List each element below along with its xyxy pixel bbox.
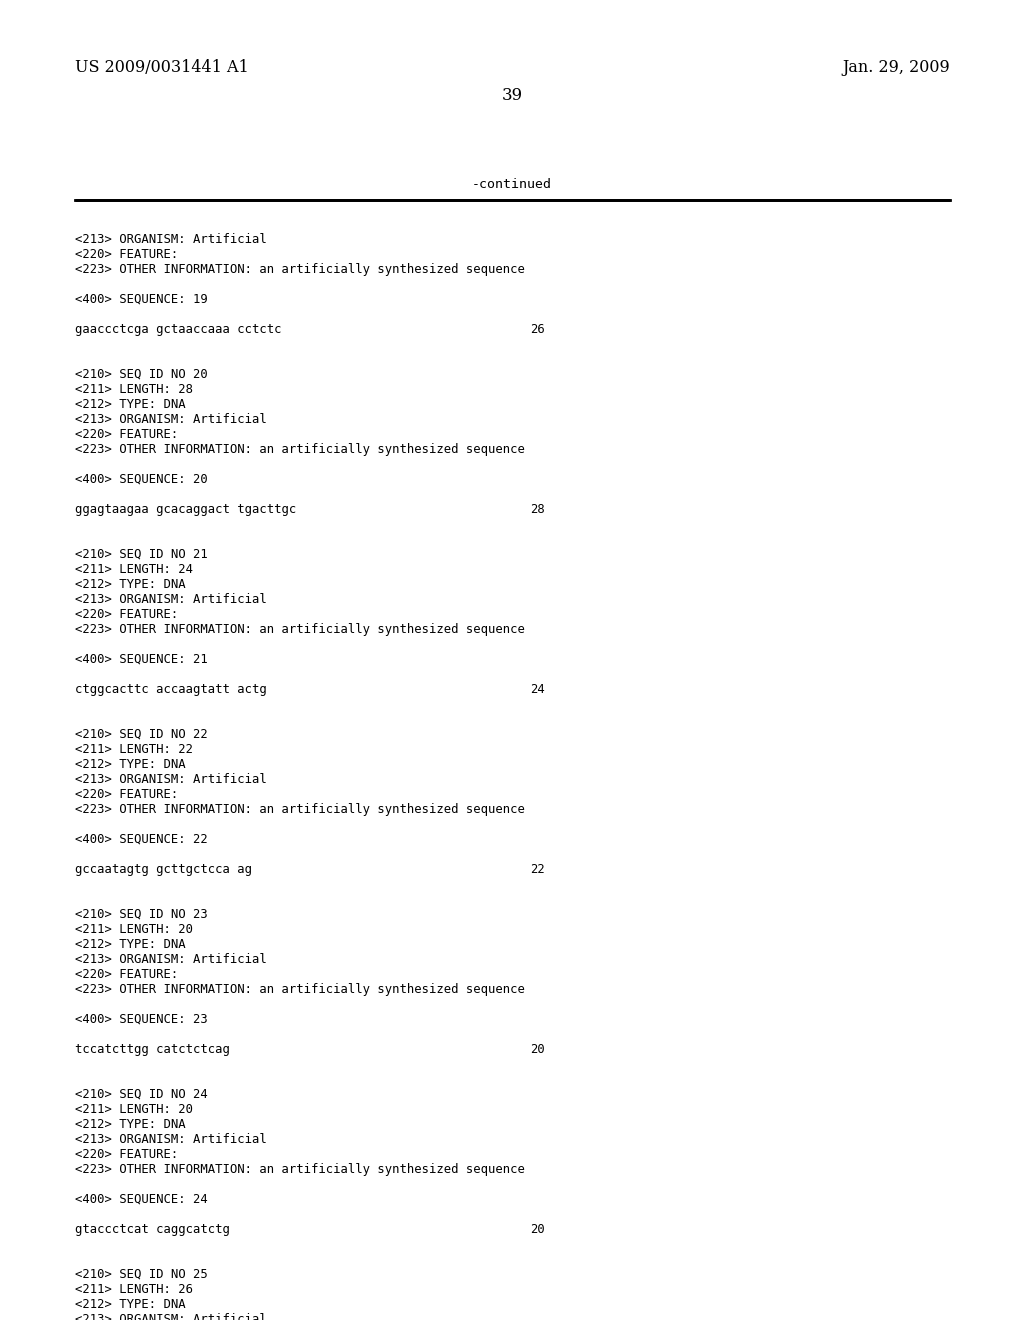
Text: gccaatagtg gcttgctcca ag: gccaatagtg gcttgctcca ag (75, 863, 252, 876)
Text: gtaccctcat caggcatctg: gtaccctcat caggcatctg (75, 1224, 229, 1236)
Text: <223> OTHER INFORMATION: an artificially synthesized sequence: <223> OTHER INFORMATION: an artificially… (75, 983, 525, 997)
Text: <213> ORGANISM: Artificial: <213> ORGANISM: Artificial (75, 234, 266, 246)
Text: 20: 20 (530, 1224, 545, 1236)
Text: <210> SEQ ID NO 23: <210> SEQ ID NO 23 (75, 908, 208, 921)
Text: <211> LENGTH: 20: <211> LENGTH: 20 (75, 1104, 193, 1115)
Text: <400> SEQUENCE: 22: <400> SEQUENCE: 22 (75, 833, 208, 846)
Text: <220> FEATURE:: <220> FEATURE: (75, 609, 178, 620)
Text: <400> SEQUENCE: 24: <400> SEQUENCE: 24 (75, 1193, 208, 1206)
Text: <213> ORGANISM: Artificial: <213> ORGANISM: Artificial (75, 1313, 266, 1320)
Text: <211> LENGTH: 22: <211> LENGTH: 22 (75, 743, 193, 756)
Text: 28: 28 (530, 503, 545, 516)
Text: <220> FEATURE:: <220> FEATURE: (75, 428, 178, 441)
Text: <211> LENGTH: 24: <211> LENGTH: 24 (75, 564, 193, 576)
Text: <213> ORGANISM: Artificial: <213> ORGANISM: Artificial (75, 953, 266, 966)
Text: <212> TYPE: DNA: <212> TYPE: DNA (75, 578, 185, 591)
Text: <220> FEATURE:: <220> FEATURE: (75, 248, 178, 261)
Text: <400> SEQUENCE: 20: <400> SEQUENCE: 20 (75, 473, 208, 486)
Text: <210> SEQ ID NO 21: <210> SEQ ID NO 21 (75, 548, 208, 561)
Text: US 2009/0031441 A1: US 2009/0031441 A1 (75, 59, 249, 77)
Text: <211> LENGTH: 20: <211> LENGTH: 20 (75, 923, 193, 936)
Text: <220> FEATURE:: <220> FEATURE: (75, 968, 178, 981)
Text: gaaccctcga gctaaccaaa cctctc: gaaccctcga gctaaccaaa cctctc (75, 323, 282, 337)
Text: ctggcacttc accaagtatt actg: ctggcacttc accaagtatt actg (75, 682, 266, 696)
Text: <213> ORGANISM: Artificial: <213> ORGANISM: Artificial (75, 413, 266, 426)
Text: <213> ORGANISM: Artificial: <213> ORGANISM: Artificial (75, 1133, 266, 1146)
Text: <223> OTHER INFORMATION: an artificially synthesized sequence: <223> OTHER INFORMATION: an artificially… (75, 263, 525, 276)
Text: <212> TYPE: DNA: <212> TYPE: DNA (75, 399, 185, 411)
Text: <213> ORGANISM: Artificial: <213> ORGANISM: Artificial (75, 774, 266, 785)
Text: 26: 26 (530, 323, 545, 337)
Text: <210> SEQ ID NO 22: <210> SEQ ID NO 22 (75, 729, 208, 741)
Text: ggagtaagaa gcacaggact tgacttgc: ggagtaagaa gcacaggact tgacttgc (75, 503, 296, 516)
Text: <223> OTHER INFORMATION: an artificially synthesized sequence: <223> OTHER INFORMATION: an artificially… (75, 444, 525, 455)
Text: <212> TYPE: DNA: <212> TYPE: DNA (75, 1118, 185, 1131)
Text: Jan. 29, 2009: Jan. 29, 2009 (843, 59, 950, 77)
Text: <210> SEQ ID NO 20: <210> SEQ ID NO 20 (75, 368, 208, 381)
Text: <213> ORGANISM: Artificial: <213> ORGANISM: Artificial (75, 593, 266, 606)
Text: <223> OTHER INFORMATION: an artificially synthesized sequence: <223> OTHER INFORMATION: an artificially… (75, 803, 525, 816)
Text: <212> TYPE: DNA: <212> TYPE: DNA (75, 939, 185, 950)
Text: 20: 20 (530, 1043, 545, 1056)
Text: <223> OTHER INFORMATION: an artificially synthesized sequence: <223> OTHER INFORMATION: an artificially… (75, 623, 525, 636)
Text: <211> LENGTH: 28: <211> LENGTH: 28 (75, 383, 193, 396)
Text: tccatcttgg catctctcag: tccatcttgg catctctcag (75, 1043, 229, 1056)
Text: <210> SEQ ID NO 25: <210> SEQ ID NO 25 (75, 1269, 208, 1280)
Text: 22: 22 (530, 863, 545, 876)
Text: <210> SEQ ID NO 24: <210> SEQ ID NO 24 (75, 1088, 208, 1101)
Text: <400> SEQUENCE: 21: <400> SEQUENCE: 21 (75, 653, 208, 667)
Text: 24: 24 (530, 682, 545, 696)
Text: <212> TYPE: DNA: <212> TYPE: DNA (75, 758, 185, 771)
Text: <400> SEQUENCE: 19: <400> SEQUENCE: 19 (75, 293, 208, 306)
Text: <212> TYPE: DNA: <212> TYPE: DNA (75, 1298, 185, 1311)
Text: <220> FEATURE:: <220> FEATURE: (75, 788, 178, 801)
Text: <220> FEATURE:: <220> FEATURE: (75, 1148, 178, 1162)
Text: -continued: -continued (472, 178, 552, 191)
Text: <223> OTHER INFORMATION: an artificially synthesized sequence: <223> OTHER INFORMATION: an artificially… (75, 1163, 525, 1176)
Text: 39: 39 (502, 87, 522, 103)
Text: <400> SEQUENCE: 23: <400> SEQUENCE: 23 (75, 1012, 208, 1026)
Text: <211> LENGTH: 26: <211> LENGTH: 26 (75, 1283, 193, 1296)
